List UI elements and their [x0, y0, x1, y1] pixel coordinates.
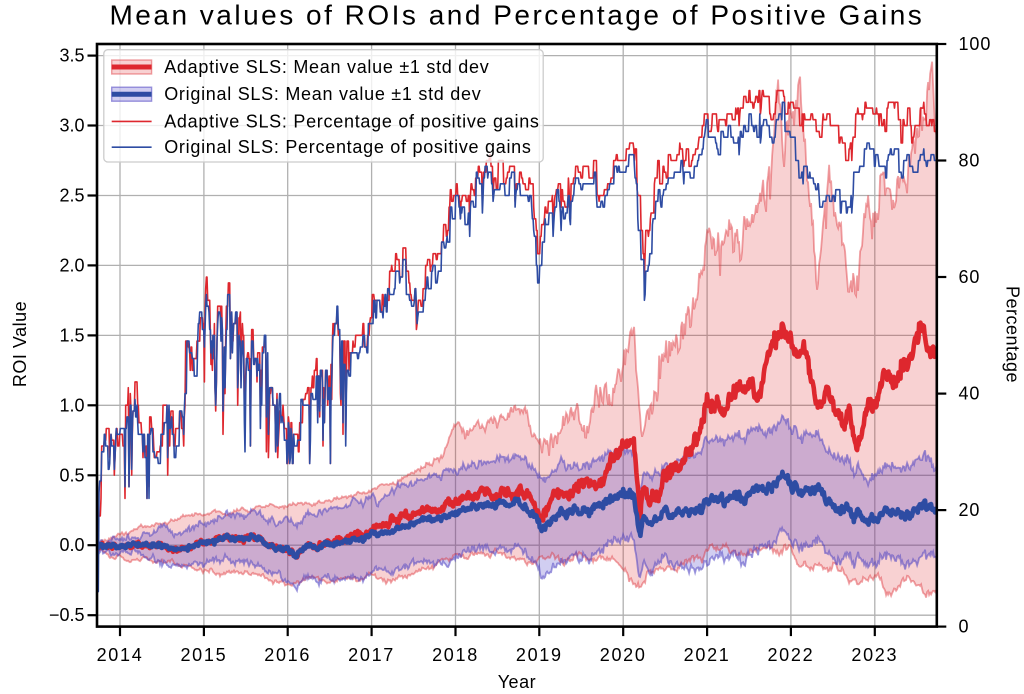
- svg-text:3.0: 3.0: [59, 116, 84, 136]
- svg-text:40: 40: [959, 384, 981, 404]
- svg-text:0: 0: [959, 617, 970, 637]
- svg-text:Original SLS: Percentage of po: Original SLS: Percentage of positive gai…: [164, 137, 531, 157]
- svg-text:2018: 2018: [432, 645, 479, 665]
- svg-text:80: 80: [959, 151, 981, 171]
- svg-text:−0.5: −0.5: [49, 605, 85, 625]
- svg-text:20: 20: [959, 500, 981, 520]
- svg-text:60: 60: [959, 267, 981, 287]
- svg-text:2015: 2015: [180, 645, 227, 665]
- svg-text:Adaptive SLS: Percentage of po: Adaptive SLS: Percentage of positive gai…: [164, 111, 539, 131]
- svg-text:1.5: 1.5: [59, 325, 84, 345]
- svg-text:2020: 2020: [600, 645, 647, 665]
- svg-text:2021: 2021: [684, 645, 731, 665]
- svg-text:Adaptive SLS: Mean value ±1 st: Adaptive SLS: Mean value ±1 std dev: [164, 57, 489, 77]
- svg-text:2019: 2019: [516, 645, 563, 665]
- svg-text:0.0: 0.0: [59, 535, 84, 555]
- svg-text:ROI Value: ROI Value: [10, 301, 30, 387]
- svg-text:100: 100: [959, 34, 992, 54]
- svg-text:2017: 2017: [348, 645, 395, 665]
- svg-text:2023: 2023: [851, 645, 898, 665]
- svg-text:Mean values of ROIs and Percen: Mean values of ROIs and Percentage of Po…: [109, 0, 924, 31]
- svg-text:0.5: 0.5: [59, 465, 84, 485]
- svg-text:Year: Year: [498, 672, 536, 692]
- svg-text:1.0: 1.0: [59, 395, 84, 415]
- svg-text:2022: 2022: [767, 645, 814, 665]
- svg-text:2.0: 2.0: [59, 255, 84, 275]
- svg-text:2014: 2014: [97, 645, 144, 665]
- svg-text:2016: 2016: [264, 645, 311, 665]
- svg-text:2.5: 2.5: [59, 186, 84, 206]
- svg-text:3.5: 3.5: [59, 46, 84, 66]
- svg-text:Original SLS: Mean value ±1 st: Original SLS: Mean value ±1 std dev: [164, 84, 481, 104]
- svg-text:Percentage: Percentage: [1003, 286, 1023, 383]
